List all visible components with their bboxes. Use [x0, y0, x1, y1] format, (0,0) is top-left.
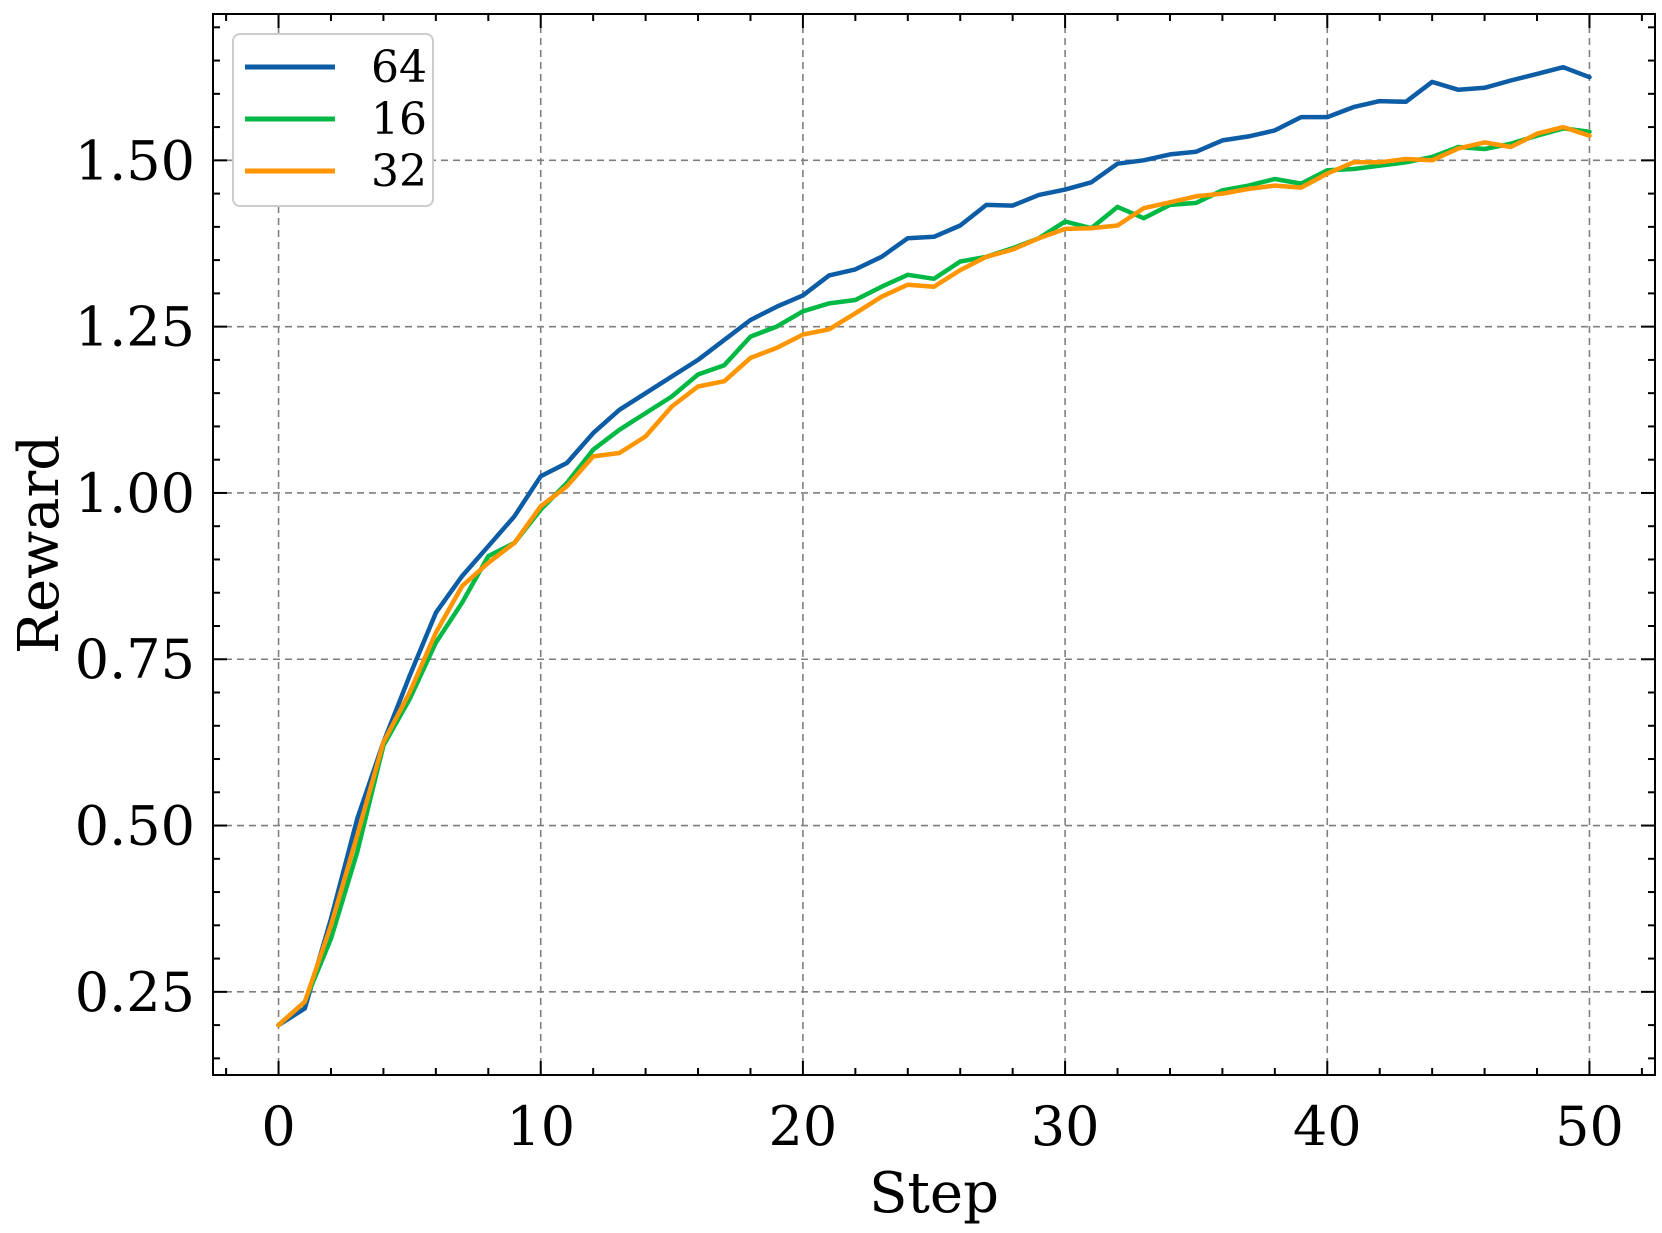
- y-tick-label: 1.25: [75, 296, 195, 359]
- legend-label: 32: [371, 146, 427, 197]
- x-tick-label: 20: [769, 1095, 838, 1158]
- x-tick-labels: 0 10 20 30 40 50: [261, 1095, 1623, 1158]
- legend-label: 16: [371, 94, 427, 145]
- y-tick-labels: 0.25 0.50 0.75 1.00 1.25 1.50: [75, 129, 195, 1024]
- y-tick-label: 0.75: [75, 628, 195, 691]
- x-tick-label: 30: [1031, 1095, 1100, 1158]
- series-line-64: [276, 64, 1592, 1028]
- y-tick-label: 1.50: [75, 129, 195, 192]
- legend-label: 64: [371, 42, 427, 93]
- x-axis-title: Step: [869, 1161, 999, 1226]
- series-line-32: [276, 124, 1592, 1028]
- x-tick-label: 0: [261, 1095, 295, 1158]
- y-axis-title: Reward: [7, 435, 72, 654]
- y-tick-label: 0.50: [75, 795, 195, 858]
- series-lines: [276, 64, 1592, 1028]
- y-tick-label: 0.25: [75, 961, 195, 1024]
- series-line-16: [276, 126, 1592, 1028]
- x-tick-label: 50: [1555, 1095, 1624, 1158]
- y-tick-label: 1.00: [75, 462, 195, 525]
- x-tick-label: 10: [506, 1095, 575, 1158]
- grid: [213, 14, 1655, 1075]
- x-tick-label: 40: [1293, 1095, 1362, 1158]
- ticks: [213, 14, 1655, 1075]
- plot-frame: [212, 13, 1656, 1076]
